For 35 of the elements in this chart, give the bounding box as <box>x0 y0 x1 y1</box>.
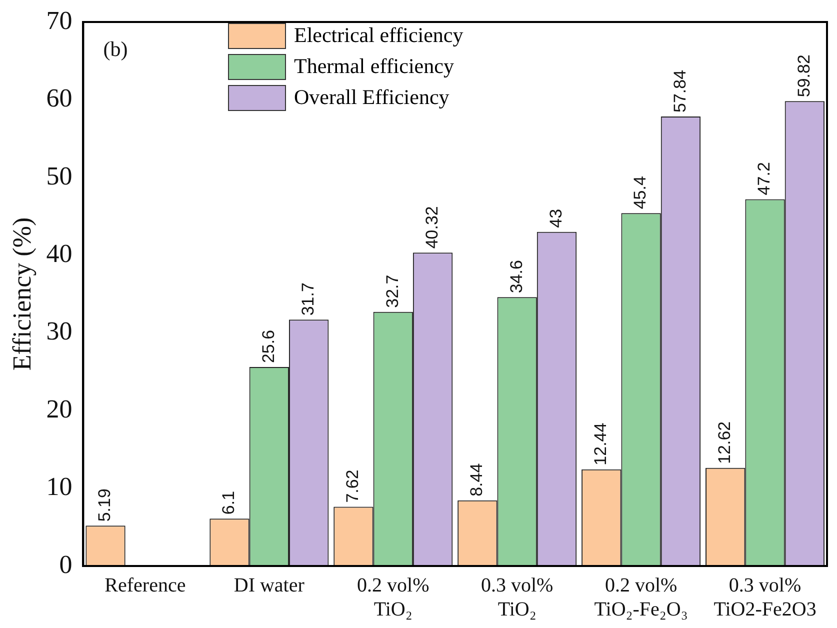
annotation: (b) <box>103 37 128 62</box>
y-tick-label: 20 <box>46 394 72 424</box>
data-label: 34.6 <box>506 260 526 294</box>
legend-label: Thermal efficiency <box>294 54 454 79</box>
data-label: 12.44 <box>591 422 610 466</box>
data-label: 43 <box>546 208 566 228</box>
x-tick-label: Reference <box>104 574 186 596</box>
data-label: 59.82 <box>794 54 814 98</box>
y-tick-label: 0 <box>59 550 72 579</box>
y-tick-label: 40 <box>46 238 72 268</box>
y-tick-label: 60 <box>46 84 72 113</box>
legend-label: Overall Efficiency <box>294 85 450 110</box>
y-tick-label: 30 <box>46 316 72 346</box>
data-label: 31.7 <box>298 282 318 316</box>
x-tick-label: 0.3 vol% TiO₂ <box>480 574 554 620</box>
data-label: 47.2 <box>754 162 774 196</box>
legend-label: Electrical efficiency <box>294 23 464 48</box>
data-label: 6.1 <box>219 490 238 515</box>
x-tick-label: 0.2 vol% TiO₂-Fe₂O₃ <box>594 574 688 620</box>
y-tick-label: 70 <box>46 6 72 35</box>
data-label: 40.32 <box>422 206 442 249</box>
y-axis-title: Efficiency (%) <box>7 217 36 371</box>
y-tick-label: 50 <box>46 161 72 190</box>
data-label: 12.62 <box>715 421 734 464</box>
data-label: 57.84 <box>670 70 690 112</box>
x-tick-label: DI water <box>234 574 305 596</box>
data-label: 32.7 <box>382 274 402 308</box>
data-label: 25.6 <box>258 330 278 364</box>
data-label: 8.44 <box>467 463 486 496</box>
x-tick-label: 0.2 vol% TiO₂ <box>357 574 430 620</box>
data-label: 5.19 <box>95 488 114 522</box>
data-label: 45.4 <box>630 176 650 210</box>
data-label: 7.62 <box>343 470 362 503</box>
y-tick-label: 10 <box>46 472 72 502</box>
x-tick-label: 0.3 vol% TiO2-Fe2O3 <box>714 574 816 620</box>
